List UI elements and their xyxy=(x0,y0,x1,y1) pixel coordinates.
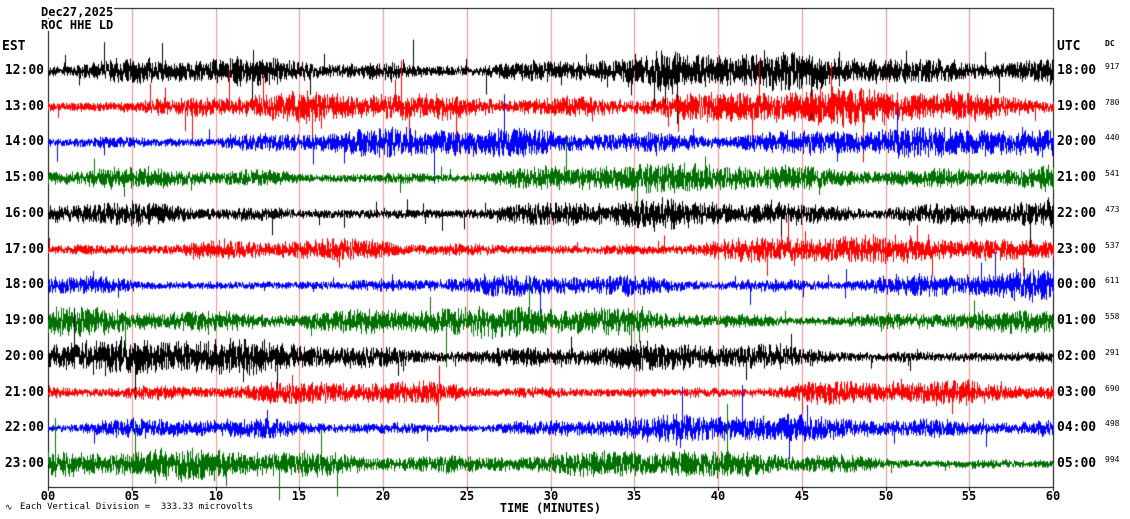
row-time-label-utc: 20:00 xyxy=(1057,134,1097,149)
row-time-label-est: 12:00 xyxy=(4,63,44,78)
x-axis-tick-label: 40 xyxy=(710,489,726,503)
row-time-label-utc: 21:00 xyxy=(1057,170,1097,185)
x-axis-tick-label: 50 xyxy=(878,489,894,503)
x-axis-tick-label: 00 xyxy=(40,489,56,503)
row-time-label-est: 16:00 xyxy=(4,206,44,221)
dc-column-label: DC xyxy=(1105,39,1115,48)
row-dc-value: 558 xyxy=(1105,312,1120,321)
row-dc-value: 541 xyxy=(1105,169,1120,178)
x-axis-tick-label: 15 xyxy=(291,489,307,503)
row-time-label-utc: 22:00 xyxy=(1057,206,1097,221)
row-dc-value: 537 xyxy=(1105,241,1120,250)
row-time-label-est: 15:00 xyxy=(4,170,44,185)
row-time-label-utc: 05:00 xyxy=(1057,456,1097,471)
row-time-label-est: 13:00 xyxy=(4,99,44,114)
row-time-label-utc: 03:00 xyxy=(1057,385,1097,400)
x-axis-tick-label: 35 xyxy=(626,489,642,503)
row-time-label-utc: 18:00 xyxy=(1057,63,1097,78)
x-axis-tick-label: 05 xyxy=(124,489,140,503)
row-dc-value: 440 xyxy=(1105,133,1120,142)
row-time-label-utc: 01:00 xyxy=(1057,313,1097,328)
left-timezone-label: EST xyxy=(2,39,26,54)
right-timezone-label: UTC xyxy=(1057,39,1081,54)
row-dc-value: 473 xyxy=(1105,205,1120,214)
row-dc-value: 611 xyxy=(1105,276,1120,285)
row-time-label-utc: 19:00 xyxy=(1057,99,1097,114)
row-dc-value: 780 xyxy=(1105,98,1120,107)
row-time-label-utc: 00:00 xyxy=(1057,277,1097,292)
row-time-label-est: 22:00 xyxy=(4,420,44,435)
x-axis-tick-label: 60 xyxy=(1045,489,1061,503)
row-time-label-est: 18:00 xyxy=(4,277,44,292)
row-dc-value: 498 xyxy=(1105,419,1120,428)
row-time-label-est: 14:00 xyxy=(4,134,44,149)
station-code: ROC HHE LD xyxy=(40,18,115,32)
row-dc-value: 917 xyxy=(1105,62,1120,71)
row-dc-value: 994 xyxy=(1105,455,1120,464)
row-time-label-est: 21:00 xyxy=(4,385,44,400)
row-time-label-est: 23:00 xyxy=(4,456,44,471)
row-time-label-utc: 04:00 xyxy=(1057,420,1097,435)
row-time-label-est: 20:00 xyxy=(4,349,44,364)
x-axis-tick-label: 20 xyxy=(375,489,391,503)
row-dc-value: 291 xyxy=(1105,348,1120,357)
row-time-label-est: 19:00 xyxy=(4,313,44,328)
row-time-label-utc: 02:00 xyxy=(1057,349,1097,364)
plot-date: Dec27,2025 xyxy=(40,5,115,19)
row-time-label-est: 17:00 xyxy=(4,242,44,257)
x-axis-tick-label: 55 xyxy=(961,489,977,503)
x-axis-tick-label: 30 xyxy=(543,489,559,503)
x-axis-tick-label: 25 xyxy=(459,489,475,503)
x-axis-title: TIME (MINUTES) xyxy=(499,501,602,515)
scale-note: Each Vertical Division = 333.33 microvol… xyxy=(20,502,253,512)
row-time-label-utc: 23:00 xyxy=(1057,242,1097,257)
row-dc-value: 690 xyxy=(1105,384,1120,393)
x-axis-tick-label: 45 xyxy=(794,489,810,503)
x-axis-tick-label: 10 xyxy=(208,489,224,503)
scale-marker-icon: ∿ xyxy=(5,503,13,513)
